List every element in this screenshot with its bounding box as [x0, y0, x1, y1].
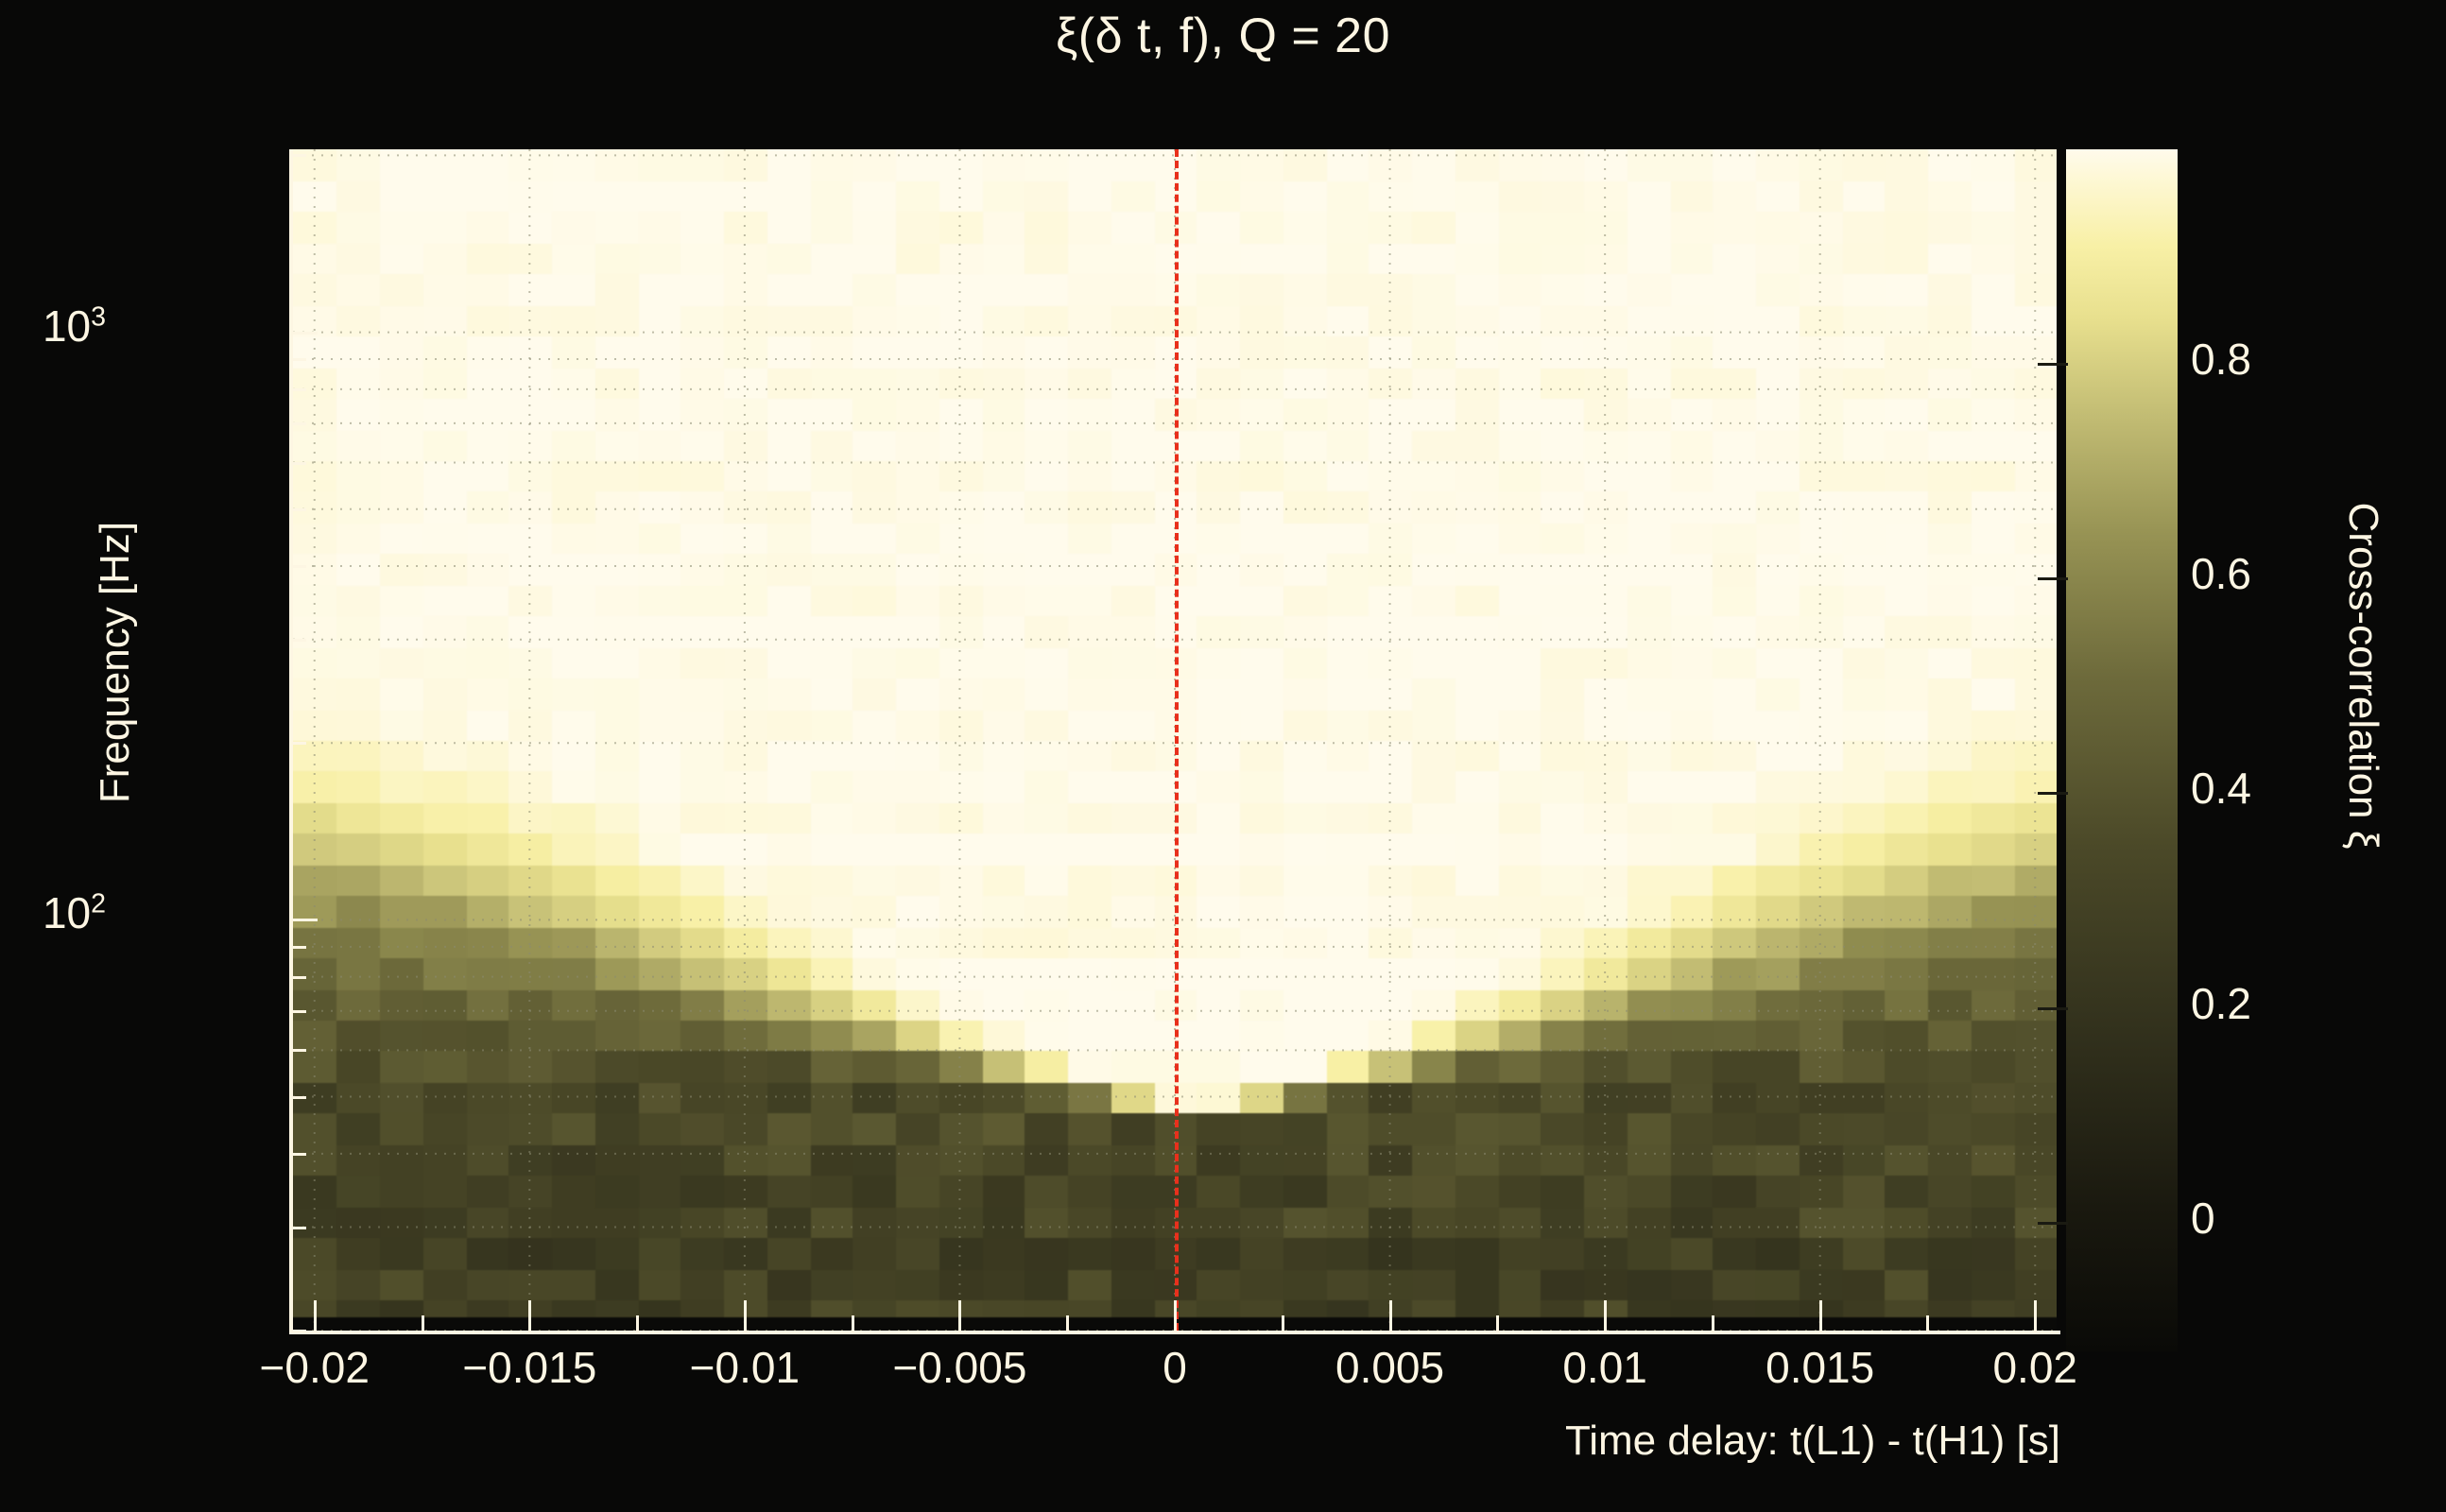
colorbar-tick-label: 0.6 — [2191, 549, 2251, 599]
x-axis-tick-mark — [528, 1300, 532, 1331]
colorbar[interactable] — [2066, 149, 2178, 1351]
x-axis-tick-label: 0 — [1163, 1343, 1187, 1392]
y-axis-minor-tick — [293, 358, 306, 362]
y-axis-minor-tick — [293, 461, 306, 465]
y-axis-tick-label: 102 — [42, 888, 106, 938]
x-axis-tick-mark — [1818, 1300, 1822, 1331]
x-axis-tick-mark — [1604, 1300, 1608, 1331]
y-axis-minor-tick — [293, 387, 306, 391]
y-axis-minor-tick — [293, 638, 306, 642]
y-axis-tick-label: 103 — [42, 301, 106, 351]
y-axis-tick-mark — [293, 919, 318, 922]
y-axis-minor-tick — [293, 565, 306, 569]
x-axis-tick-label: −0.015 — [462, 1343, 597, 1392]
y-axis-minor-tick — [293, 1330, 306, 1332]
y-axis-minor-tick — [293, 1009, 306, 1013]
x-axis-minor-tick — [1281, 1315, 1284, 1331]
axis-frame-left — [289, 149, 293, 1334]
x-axis-tick-mark — [1388, 1300, 1392, 1331]
y-axis-minor-tick — [293, 975, 306, 979]
x-axis-label: Time delay: t(L1) - t(H1) [s] — [1564, 1418, 2060, 1464]
y-axis-minor-tick — [293, 507, 306, 511]
x-axis-tick-label: 0.015 — [1766, 1343, 1875, 1392]
y-axis-minor-tick — [293, 1152, 306, 1156]
colorbar-tick-label: 0 — [2191, 1193, 2215, 1243]
y-axis-minor-tick — [293, 742, 306, 746]
colorbar-tick-label: 0.4 — [2191, 764, 2251, 814]
colorbar-label: Cross-correlation ξ — [2340, 502, 2386, 850]
y-axis-tick-mark — [293, 331, 318, 335]
x-axis-tick-mark — [2034, 1300, 2038, 1331]
page-title: ξ(δ t, f), Q = 20 — [1055, 9, 1391, 63]
x-axis-minor-tick — [1496, 1315, 1500, 1331]
y-axis-minor-tick — [293, 1095, 306, 1099]
y-axis-minor-tick — [293, 1226, 306, 1229]
x-axis-minor-tick — [851, 1315, 854, 1331]
x-axis-tick-mark — [1174, 1300, 1177, 1331]
x-axis-tick-label: −0.01 — [689, 1343, 801, 1392]
x-axis-tick-label: 0.01 — [1562, 1343, 1647, 1392]
x-axis-minor-tick — [1066, 1315, 1070, 1331]
axis-frame-bottom — [289, 1331, 2060, 1334]
colorbar-gradient — [2066, 149, 2178, 1351]
x-axis-tick-mark — [743, 1300, 747, 1331]
x-axis-tick-mark — [958, 1300, 962, 1331]
x-axis-minor-tick — [1711, 1315, 1714, 1331]
colorbar-tick-mark — [2038, 792, 2068, 796]
heatmap-plot-area[interactable] — [293, 149, 2057, 1331]
zero-delay-marker-line — [1175, 149, 1179, 1331]
colorbar-tick-label: 0.8 — [2191, 335, 2251, 385]
y-axis-minor-tick — [293, 154, 306, 158]
colorbar-tick-mark — [2038, 1221, 2068, 1225]
x-axis-tick-label: −0.005 — [892, 1343, 1027, 1392]
x-axis-minor-tick — [1926, 1315, 1930, 1331]
colorbar-tick-mark — [2038, 363, 2068, 367]
colorbar-tick-mark — [2038, 1006, 2068, 1010]
y-axis-minor-tick — [293, 945, 306, 949]
x-axis-minor-tick — [421, 1315, 424, 1331]
y-axis-minor-tick — [293, 1049, 306, 1053]
y-axis-minor-tick — [293, 421, 306, 425]
x-axis-tick-label: 0.005 — [1335, 1343, 1445, 1392]
x-axis-minor-tick — [636, 1315, 640, 1331]
colorbar-tick-mark — [2038, 577, 2068, 581]
x-axis-tick-mark — [313, 1300, 317, 1331]
x-axis-tick-label: 0.02 — [1992, 1343, 2077, 1392]
colorbar-tick-label: 0.2 — [2191, 978, 2251, 1028]
x-axis-tick-label: −0.02 — [259, 1343, 370, 1392]
